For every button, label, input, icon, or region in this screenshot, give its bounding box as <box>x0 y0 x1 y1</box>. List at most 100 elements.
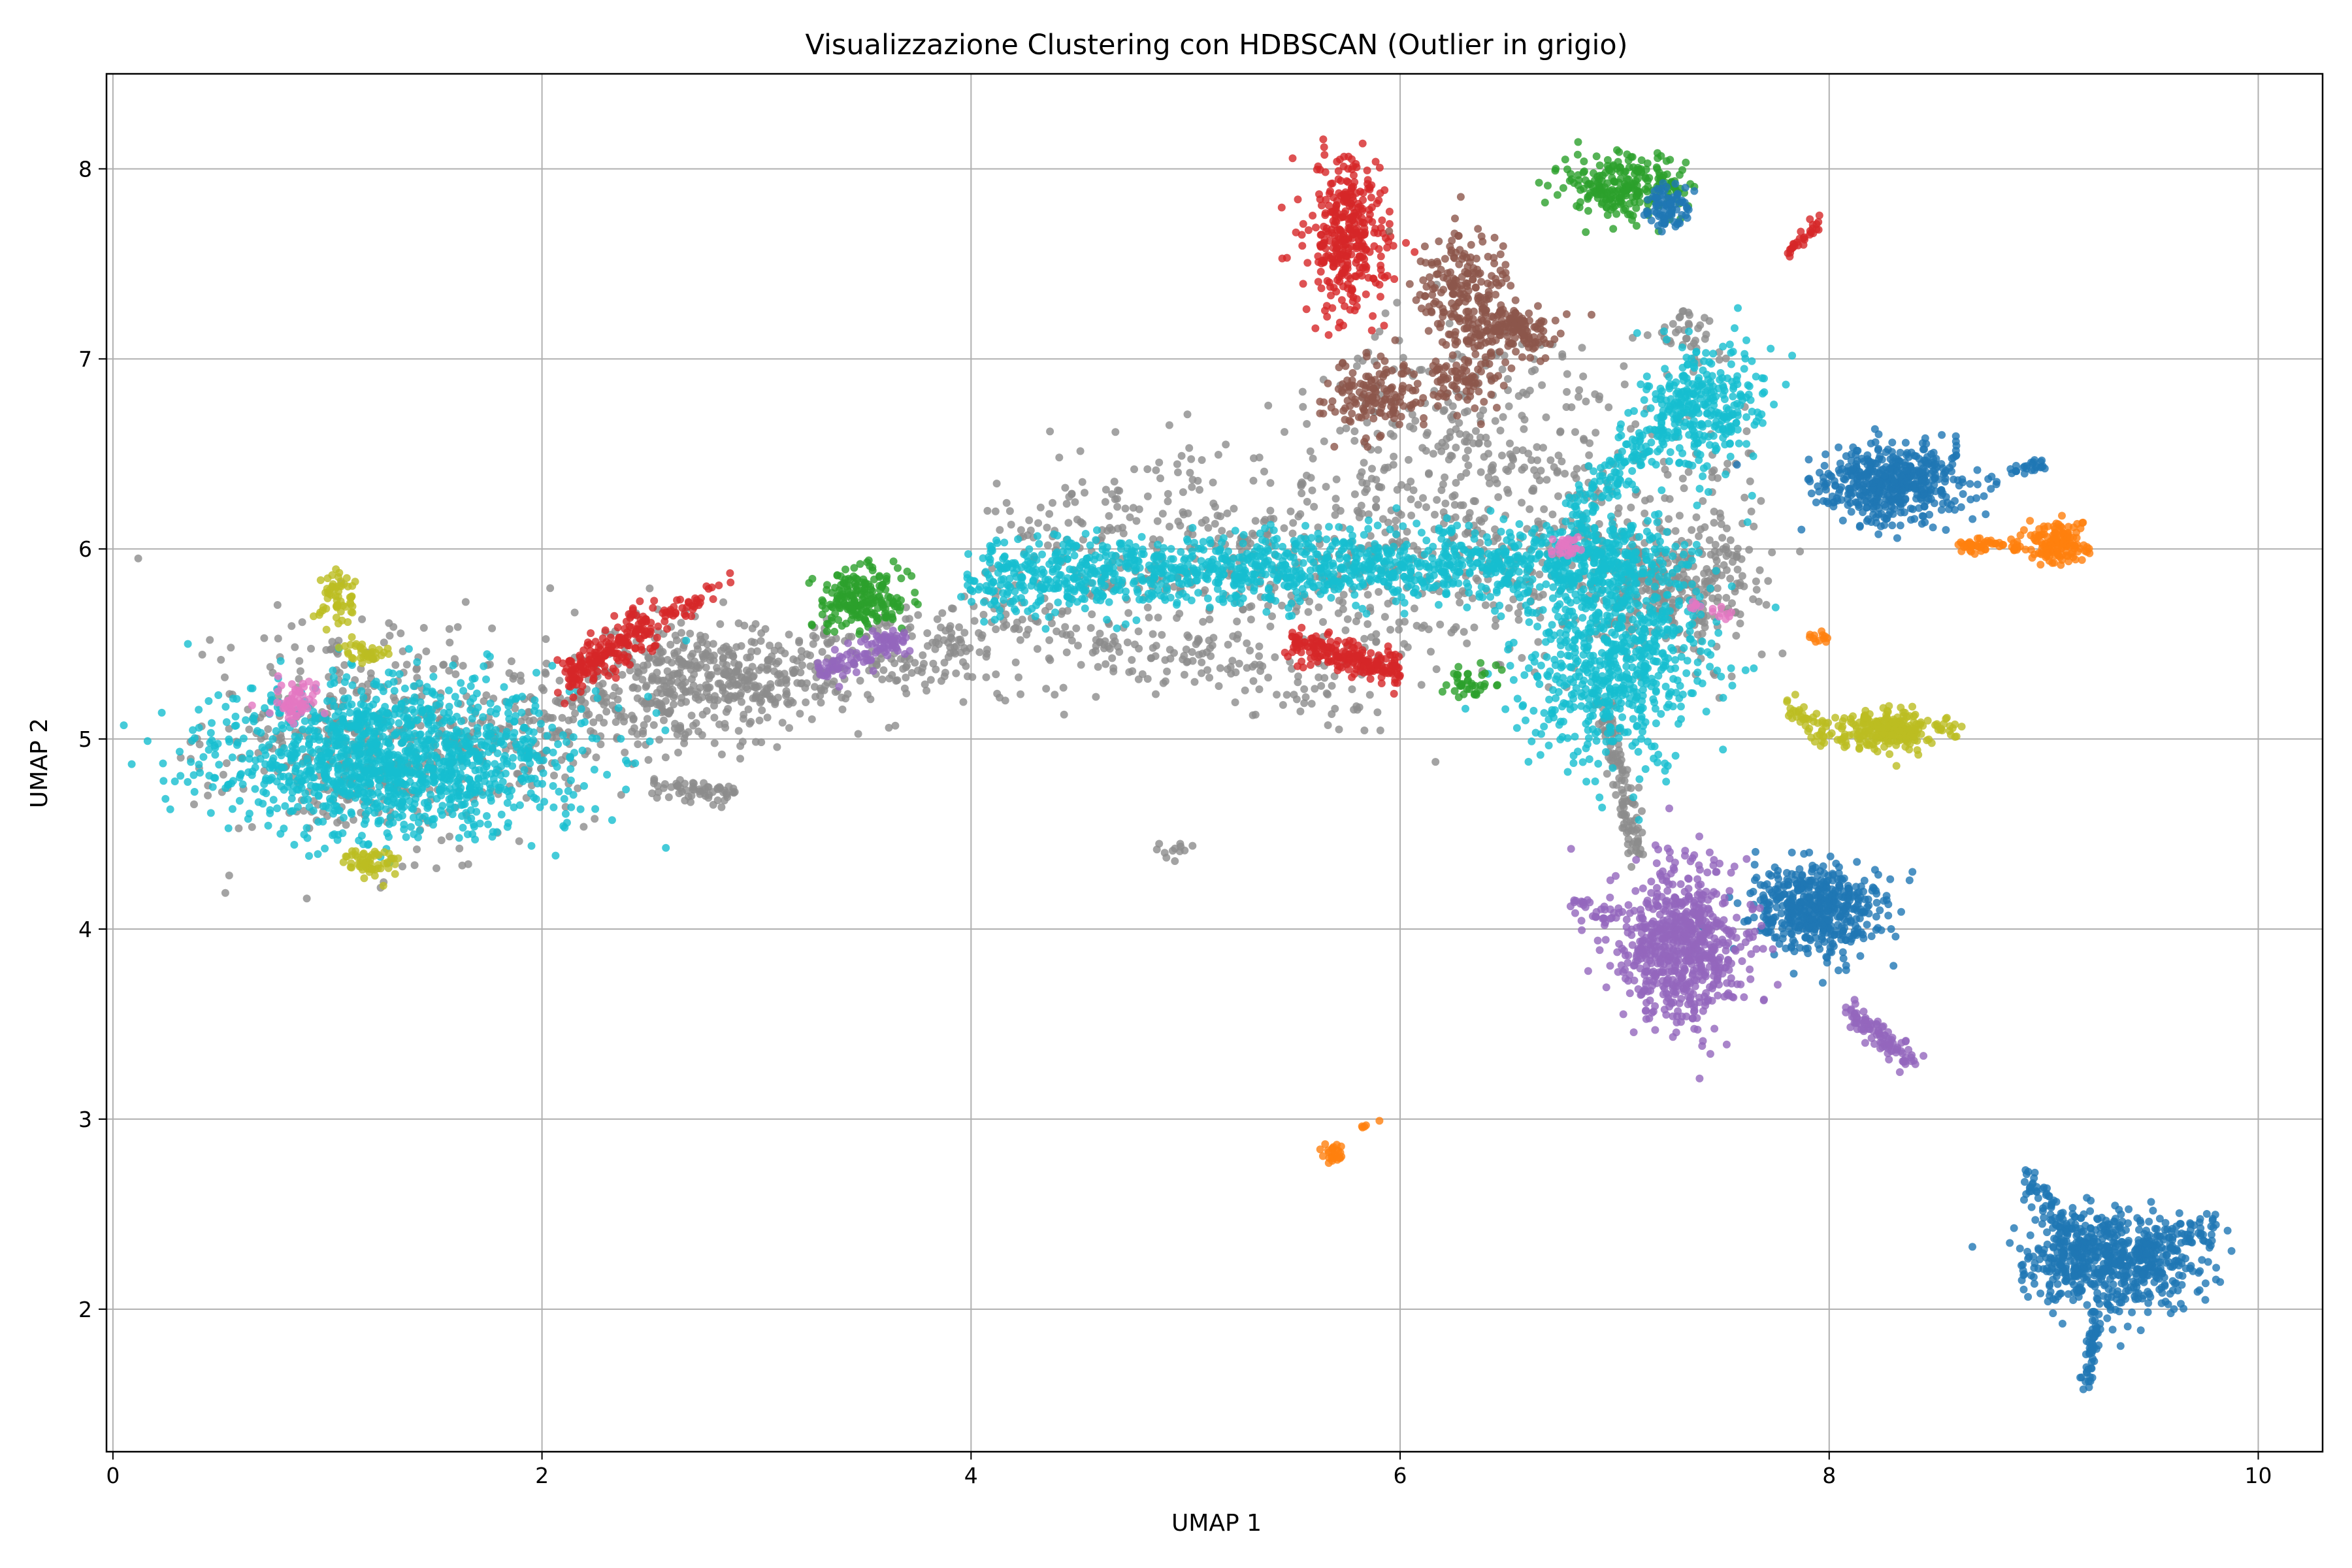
outlier-point <box>1143 465 1152 474</box>
outlier-point <box>1081 489 1088 497</box>
outlier-point <box>1684 319 1693 328</box>
outlier-point <box>300 807 308 815</box>
outlier-point <box>1436 620 1445 629</box>
outlier-point <box>1630 828 1639 836</box>
cluster-point-cyan <box>531 702 540 710</box>
cluster-point-cyan <box>1628 540 1637 549</box>
cluster-point-cyan <box>473 724 482 732</box>
cluster-point-cyan <box>385 739 393 747</box>
outlier-point <box>245 725 253 734</box>
outlier-point <box>287 622 296 630</box>
outlier-point <box>796 710 804 718</box>
outlier-point <box>923 687 931 695</box>
outlier-point <box>1155 840 1164 848</box>
cluster-point-cyan <box>416 813 424 821</box>
outlier-point <box>1526 386 1534 395</box>
cluster-point-cyan <box>432 701 440 710</box>
outlier-point <box>1209 478 1217 487</box>
outlier-point <box>342 821 350 829</box>
outlier-point <box>1691 336 1699 345</box>
cluster-point-cyan <box>231 722 239 730</box>
outlier-point <box>933 615 941 623</box>
cluster-point-cyan <box>1465 521 1473 530</box>
outlier-point <box>391 661 400 669</box>
outlier-point <box>298 618 306 627</box>
outlier-point <box>1105 645 1114 653</box>
cluster-point-cyan <box>434 729 443 738</box>
outlier-point <box>902 689 911 698</box>
outlier-point <box>1395 625 1403 634</box>
outlier-point <box>929 659 938 668</box>
cluster-point-cyan <box>1471 529 1479 537</box>
outlier-point <box>993 689 1002 698</box>
outlier-point <box>1332 475 1341 483</box>
outlier-point <box>1145 613 1153 622</box>
cluster-point-cyan <box>500 683 508 691</box>
outlier-point <box>1563 370 1571 378</box>
outlier-point <box>1094 662 1102 671</box>
outlier-point <box>618 670 627 679</box>
cluster-point-cyan <box>1528 575 1537 583</box>
cluster-point-cyan <box>414 755 422 764</box>
outlier-point <box>1304 608 1313 616</box>
cluster-point-cyan <box>515 801 524 809</box>
cluster-point-cyan <box>543 732 551 740</box>
cluster-point-cyan <box>208 783 217 791</box>
cluster-point-cyan <box>261 760 269 768</box>
outlier-point <box>689 779 697 787</box>
outlier-point <box>1381 309 1390 318</box>
cluster-point-cyan <box>418 777 427 786</box>
cluster-point-cyan <box>184 777 192 786</box>
outlier-point <box>1360 459 1368 467</box>
outlier-point <box>666 708 674 716</box>
outlier-point <box>1173 460 1181 468</box>
outlier-point <box>1158 630 1166 639</box>
outlier-point <box>1715 355 1723 364</box>
outlier-point <box>1033 645 1041 653</box>
cluster-point-cyan <box>278 763 286 772</box>
cluster-point-cyan <box>449 661 457 670</box>
cluster-point-cyan <box>506 792 514 800</box>
outlier-point <box>1046 427 1054 436</box>
outlier-point <box>920 659 928 668</box>
outlier-point <box>1722 594 1731 602</box>
outlier-point <box>546 584 555 593</box>
outlier-point <box>962 662 970 670</box>
outlier-point <box>674 748 682 757</box>
outlier-point <box>668 659 676 667</box>
outlier-point <box>1350 706 1358 714</box>
outlier-point <box>1726 536 1735 544</box>
outlier-point <box>907 669 916 677</box>
outlier-point <box>806 662 815 670</box>
outlier-point <box>1134 627 1143 636</box>
cluster-point-cyan <box>484 820 492 828</box>
outlier-point <box>402 661 411 669</box>
outlier-point <box>1315 603 1323 612</box>
outlier-point <box>725 645 733 654</box>
outlier-point <box>569 715 578 724</box>
outlier-point <box>1300 685 1309 693</box>
cluster-point-cyan <box>215 760 223 769</box>
cluster-point-cyan <box>330 830 338 838</box>
cluster-point-cyan <box>488 832 497 841</box>
outlier-point <box>1390 452 1398 461</box>
outlier-point <box>962 647 970 655</box>
outlier-point <box>773 743 781 751</box>
outlier-point <box>1612 791 1620 799</box>
outlier-point <box>1738 572 1746 580</box>
outlier-point <box>1335 725 1343 734</box>
outlier-point <box>1711 540 1720 549</box>
outlier-point <box>1595 720 1603 728</box>
cluster-point-cyan <box>1215 595 1224 604</box>
outlier-point <box>1064 519 1073 527</box>
outlier-point <box>1669 319 1677 328</box>
cluster-point-cyan <box>410 781 419 790</box>
outlier-point <box>1061 623 1070 631</box>
cluster-point-cyan <box>171 777 179 785</box>
outlier-point <box>1017 690 1024 698</box>
outlier-point <box>628 727 636 736</box>
outlier-point <box>1737 555 1746 563</box>
outlier-point <box>1078 478 1086 486</box>
outlier-point <box>1088 648 1097 657</box>
cluster-point-cyan <box>176 772 185 780</box>
